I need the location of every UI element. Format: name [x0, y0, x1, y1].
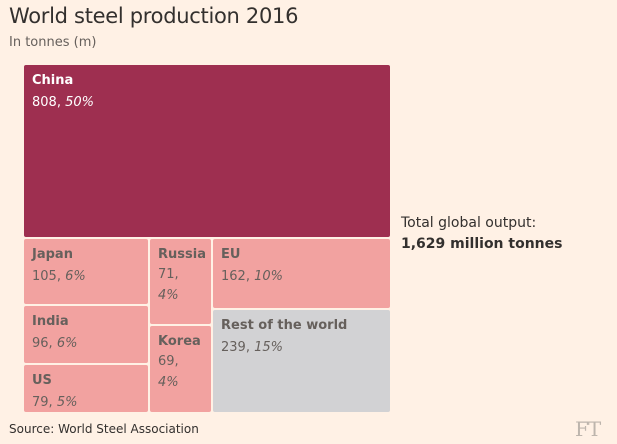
treemap-rect-us: [24, 365, 148, 412]
chart-subtitle: In tonnes (m): [9, 35, 97, 50]
treemap-cell-china[interactable]: China 808, 50%: [24, 65, 390, 237]
treemap-cell-eu[interactable]: EU 162, 10%: [213, 239, 390, 308]
cell-value-china: 808, 50%: [32, 95, 94, 110]
cell-label-us: US: [32, 373, 52, 388]
ft-logo: FT: [575, 417, 601, 441]
treemap-rect-korea: [150, 326, 211, 412]
cell-label-rest: Rest of the world: [221, 318, 347, 333]
cell-value-india: 96, 6%: [32, 336, 77, 351]
cell-share-japan: 6%: [65, 269, 86, 284]
cell-share-korea: 4%: [158, 375, 179, 390]
treemap-rect-russia: [150, 239, 211, 324]
treemap-cell-korea[interactable]: Korea 69, 4%: [150, 326, 211, 412]
cell-value-eu: 162, 10%: [221, 269, 283, 284]
cell-share-eu: 10%: [254, 269, 283, 284]
cell-label-china: China: [32, 73, 73, 88]
cell-label-korea: Korea: [158, 334, 201, 349]
cell-share-us: 5%: [57, 395, 78, 410]
cell-share-china: 50%: [65, 95, 94, 110]
treemap-cell-india[interactable]: India 96, 6%: [24, 306, 148, 363]
treemap-cell-russia[interactable]: Russia 71, 4%: [150, 239, 211, 324]
treemap-cell-japan[interactable]: Japan 105, 6%: [24, 239, 148, 304]
cell-label-india: India: [32, 314, 69, 329]
cell-label-japan: Japan: [31, 247, 73, 262]
cell-label-eu: EU: [221, 247, 240, 262]
cell-value-japan: 105, 6%: [32, 269, 86, 284]
cell-label-russia: Russia: [158, 247, 206, 262]
cell-value-rest: 239, 15%: [221, 340, 283, 355]
treemap-cell-us[interactable]: US 79, 5%: [24, 365, 148, 412]
cell-value-korea: 69,: [158, 354, 179, 369]
treemap-rect-eu: [213, 239, 390, 308]
chart-title: World steel production 2016: [9, 4, 299, 28]
cell-value-russia: 71,: [158, 267, 179, 282]
cell-value-us: 79, 5%: [32, 395, 77, 410]
source-note: Source: World Steel Association: [9, 422, 199, 436]
cell-share-russia: 4%: [158, 288, 179, 303]
treemap-rect-japan: [24, 239, 148, 304]
cell-share-india: 6%: [57, 336, 78, 351]
treemap-rect-china: [24, 65, 390, 237]
total-output-value: 1,629 million tonnes: [401, 236, 563, 252]
treemap-cell-rest[interactable]: Rest of the world 239, 15%: [213, 310, 390, 412]
treemap-rect-rest: [213, 310, 390, 412]
total-output-label: Total global output:: [401, 215, 537, 231]
treemap-rect-india: [24, 306, 148, 363]
cell-share-rest: 15%: [254, 340, 283, 355]
